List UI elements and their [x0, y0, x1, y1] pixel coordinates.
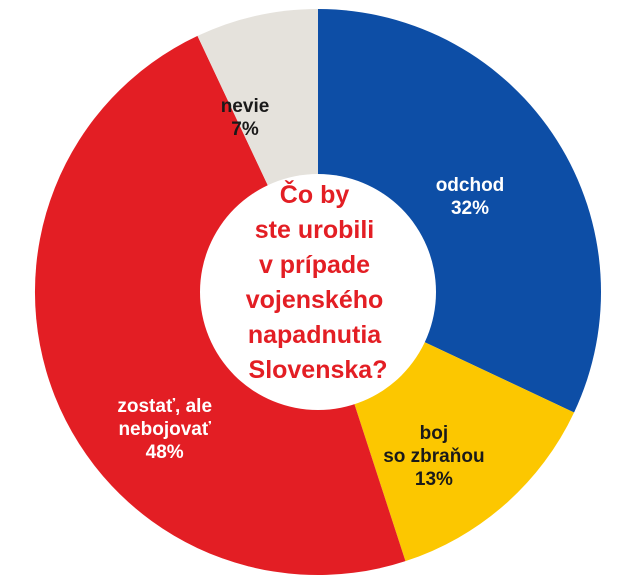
- chart-title-line: ste urobili: [255, 216, 374, 244]
- chart-title: Čo by ste urobili v prípade vojenského n…: [246, 179, 391, 384]
- slice-label: nevie 7%: [221, 96, 270, 140]
- slice-label-line: odchod: [436, 175, 505, 196]
- center-hole: [200, 174, 436, 410]
- slice-label-line: zostať, ale: [117, 396, 212, 417]
- slice-label-line: 13%: [415, 469, 453, 490]
- slice-label-line: 48%: [146, 442, 184, 463]
- slice-label: boj so zbraňou 13%: [383, 423, 484, 490]
- slice-labels: odchod 32% boj so zbraňou 13% zostať, ale nebo…: [117, 96, 504, 490]
- slice-label: zostať, ale nebojovať 48%: [117, 396, 212, 463]
- slice-label-line: nebojovať: [118, 419, 211, 440]
- slice-label-line: so zbraňou: [383, 446, 484, 467]
- chart-title-line: Čo by: [280, 179, 350, 209]
- slice-label-line: 32%: [451, 198, 489, 219]
- slice-label: odchod 32%: [436, 175, 505, 219]
- chart-title-line: napadnutia: [248, 321, 382, 349]
- chart-title-line: Slovenska?: [249, 356, 388, 384]
- chart-title-line: vojenského: [246, 286, 384, 314]
- slice-label-line: 7%: [231, 119, 259, 140]
- chart-title-line: v prípade: [259, 251, 370, 279]
- slice-label-line: boj: [420, 423, 449, 444]
- slice-label-line: nevie: [221, 96, 270, 117]
